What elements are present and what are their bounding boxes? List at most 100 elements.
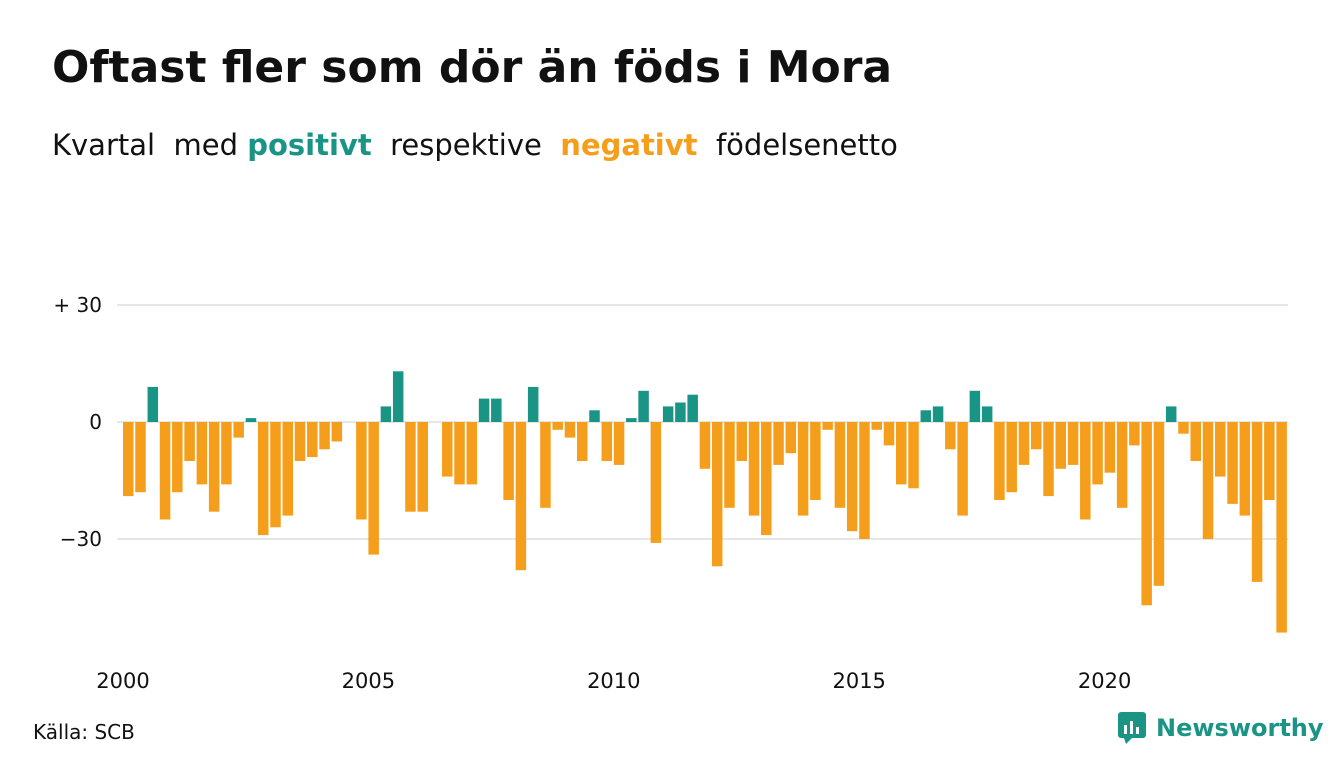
bar — [773, 422, 784, 465]
brand-name: Newsworthy — [1156, 714, 1324, 742]
bar — [601, 422, 613, 461]
bar — [871, 422, 882, 430]
bar — [626, 418, 637, 422]
bar — [662, 406, 674, 422]
bar — [711, 422, 723, 567]
bar — [724, 422, 735, 508]
x-tick-label: 2005 — [342, 669, 395, 693]
bar — [135, 422, 146, 493]
subtitle-positive-label: positivt — [247, 128, 372, 162]
bar — [331, 422, 343, 442]
subtitle-text-2: respektive — [371, 128, 561, 162]
bar — [699, 422, 711, 469]
bar — [920, 410, 932, 422]
bar — [491, 398, 502, 422]
bar — [1092, 422, 1103, 485]
bar — [1239, 422, 1251, 516]
bar — [834, 422, 846, 508]
bar — [969, 390, 981, 422]
bar — [957, 422, 968, 516]
bar — [147, 386, 159, 422]
bar — [883, 422, 895, 446]
bar — [442, 422, 453, 477]
bar — [294, 422, 306, 461]
bar — [307, 422, 318, 458]
bar — [945, 422, 956, 450]
bar — [797, 422, 809, 516]
bar — [405, 422, 416, 512]
bar — [822, 422, 833, 430]
y-tick-label: 0 — [89, 410, 102, 434]
bar — [1190, 422, 1201, 461]
x-tick-label: 2020 — [1078, 669, 1131, 693]
bar — [1227, 422, 1238, 504]
subtitle-text-1: Kvartal med — [52, 128, 248, 162]
bar — [356, 422, 367, 520]
bar — [748, 422, 760, 516]
bar — [282, 422, 294, 516]
bar — [392, 371, 404, 422]
bar — [208, 422, 220, 512]
bar — [257, 422, 269, 536]
bar — [908, 422, 919, 489]
bar — [761, 422, 772, 536]
bar — [613, 422, 625, 465]
bar — [515, 422, 527, 571]
newsworthy-logo-icon — [1118, 712, 1146, 744]
bar — [527, 386, 539, 422]
bar — [1116, 422, 1128, 508]
bar — [184, 422, 195, 461]
bar — [1129, 422, 1140, 446]
bar — [454, 422, 465, 485]
bar — [1006, 422, 1017, 493]
bar — [1153, 422, 1165, 586]
bar — [859, 422, 870, 539]
bar-chart: + 30 0 −30 2000 2005 2010 2015 2020 — [53, 293, 1288, 693]
source-label: Källa: SCB — [33, 720, 135, 744]
bar — [233, 422, 244, 438]
x-tick-label: 2010 — [587, 669, 640, 693]
subtitle-text-3: födelsenetto — [697, 128, 898, 162]
bar — [1165, 406, 1177, 422]
bar — [1178, 422, 1189, 434]
bar — [675, 402, 686, 422]
bar — [1264, 422, 1275, 500]
bar — [896, 422, 907, 485]
bar — [994, 422, 1005, 500]
bar — [564, 422, 576, 438]
bar — [1030, 422, 1042, 450]
bar — [810, 422, 821, 500]
bar — [172, 422, 183, 493]
bar — [478, 398, 490, 422]
bar — [123, 422, 134, 497]
bar — [932, 406, 944, 422]
bar — [1215, 422, 1226, 477]
chart-subtitle: Kvartal med positivt respektive negativt… — [52, 128, 898, 162]
y-tick-label: −30 — [60, 527, 102, 551]
bar — [638, 390, 649, 422]
bar — [1080, 422, 1091, 520]
x-tick-label: 2015 — [832, 669, 885, 693]
bar — [319, 422, 330, 450]
bar — [1202, 422, 1214, 539]
bar — [159, 422, 171, 520]
subtitle-negative-label: negativt — [560, 128, 698, 162]
bar — [1104, 422, 1116, 473]
bar — [589, 410, 600, 422]
bar — [1018, 422, 1030, 465]
bar — [1067, 422, 1079, 465]
bar — [196, 422, 208, 485]
x-tick-label: 2000 — [96, 669, 149, 693]
bar — [540, 422, 551, 508]
bar — [552, 422, 563, 430]
bar — [417, 422, 428, 512]
bar — [785, 422, 797, 454]
bar — [1276, 422, 1287, 633]
bar — [650, 422, 662, 543]
bar — [981, 406, 993, 422]
bar — [503, 422, 514, 500]
bar — [466, 422, 478, 485]
brand-logo: Newsworthy — [1118, 712, 1324, 744]
y-tick-label: + 30 — [53, 293, 102, 317]
bar — [380, 406, 392, 422]
